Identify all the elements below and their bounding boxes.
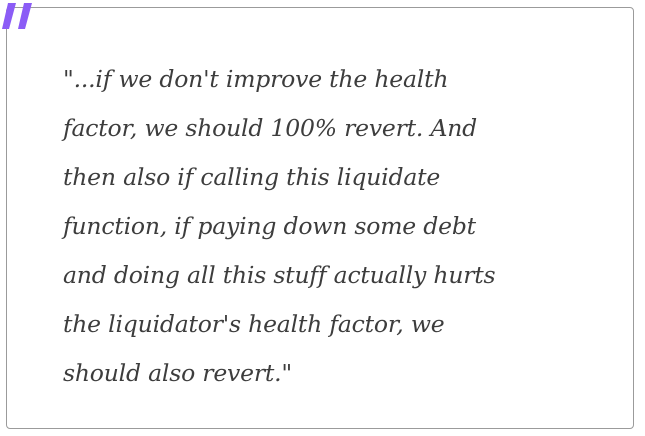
quote-line: then also if calling this liquidate xyxy=(63,163,441,191)
quote-line: the liquidator's health factor, we xyxy=(63,310,445,338)
quote-text: "...if we don't improve the health facto… xyxy=(63,55,583,398)
quote-line: and doing all this stuff actually hurts xyxy=(63,261,496,289)
quote-line: factor, we should 100% revert. And xyxy=(63,114,477,142)
quote-line: should also revert." xyxy=(63,359,292,387)
quote-mark-icon xyxy=(2,3,32,29)
quote-card: "...if we don't improve the health facto… xyxy=(6,7,634,429)
quote-line: function, if paying down some debt xyxy=(63,212,476,240)
quote-line: "...if we don't improve the health xyxy=(63,65,449,93)
